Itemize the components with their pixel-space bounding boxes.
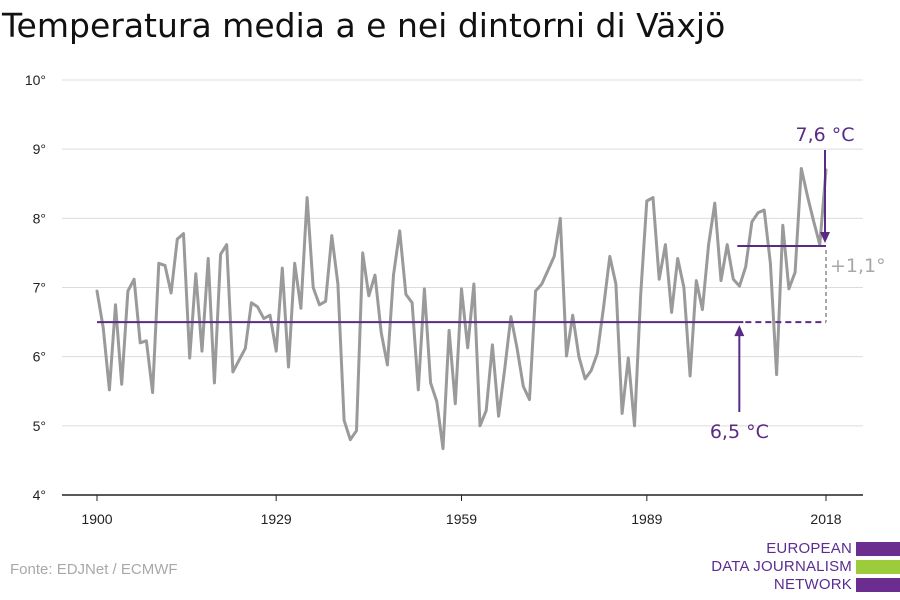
x-tick-label: 1959	[446, 511, 477, 527]
recent-average-label: 7,6 °C	[795, 124, 854, 146]
y-tick-label: 9°	[33, 141, 46, 157]
y-axis-ticks: 4° 5° 6° 7° 8° 9° 10°	[25, 72, 46, 503]
average-annotations: +1,1° 6,5 °C 7,6 °C	[97, 124, 886, 443]
x-tick-label: 1900	[81, 511, 112, 527]
logo-line-1: EUROPEAN	[766, 540, 852, 557]
difference-label: +1,1°	[830, 255, 886, 277]
early-average-label: 6,5 °C	[710, 421, 769, 443]
x-axis: 1900 1929 1959 1989 2018	[62, 494, 863, 527]
x-tick-label: 1929	[261, 511, 292, 527]
logo-bar-1	[856, 542, 900, 556]
source-note: Fonte: EDJNet / ECMWF	[10, 561, 178, 578]
temperature-series	[95, 167, 828, 451]
temperature-line	[95, 167, 828, 451]
logo-line-2: DATA JOURNALISM	[711, 558, 852, 575]
chart-gridlines	[62, 79, 863, 427]
page-title: Temperatura media a e nei dintorni di Vä…	[2, 6, 726, 45]
logo-bar-2	[856, 560, 900, 574]
y-tick-label: 7°	[33, 280, 46, 296]
y-tick-label: 10°	[25, 72, 46, 88]
logo-line-3: NETWORK	[773, 576, 852, 593]
y-tick-label: 8°	[33, 210, 46, 226]
recent-arrow-head	[820, 232, 830, 243]
logo-bar-3	[856, 578, 900, 592]
edjnet-logo: EUROPEAN DATA JOURNALISM NETWORK	[700, 540, 900, 598]
x-tick-label: 1989	[631, 511, 662, 527]
early-arrow-head	[734, 325, 745, 337]
y-tick-label: 6°	[33, 349, 46, 365]
y-tick-label: 5°	[33, 418, 46, 434]
y-tick-label: 4°	[33, 487, 46, 503]
x-tick-label: 2018	[810, 511, 841, 527]
